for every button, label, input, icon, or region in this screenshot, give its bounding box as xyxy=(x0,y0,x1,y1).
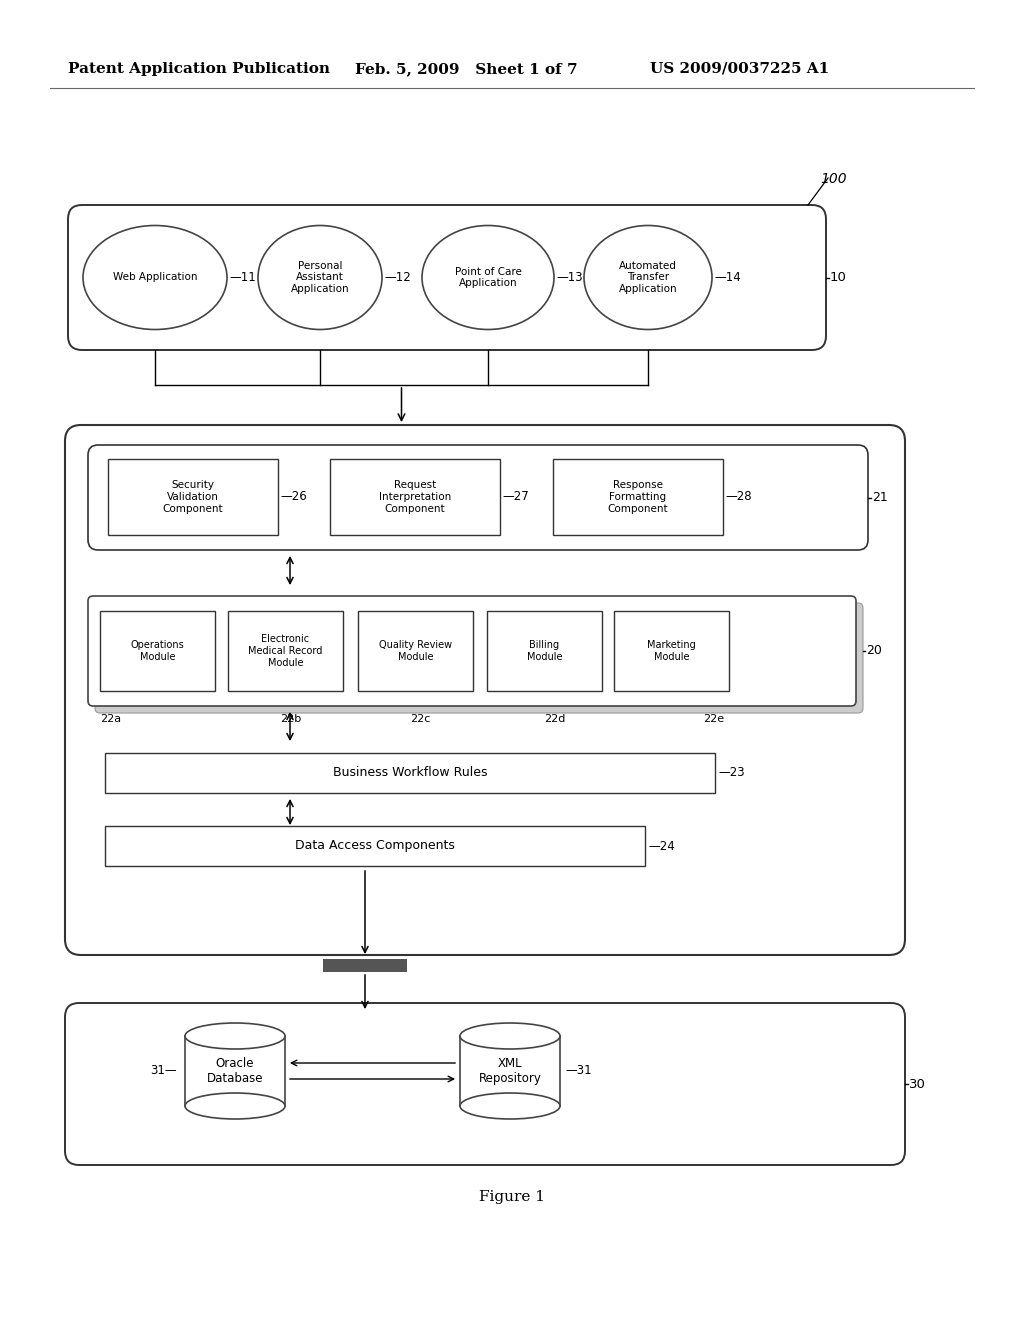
Text: 10: 10 xyxy=(830,271,847,284)
Ellipse shape xyxy=(185,1023,285,1049)
Text: —14: —14 xyxy=(714,271,740,284)
Text: Security
Validation
Component: Security Validation Component xyxy=(163,480,223,513)
FancyBboxPatch shape xyxy=(65,1003,905,1166)
Text: —26: —26 xyxy=(280,491,307,503)
Bar xyxy=(330,459,500,535)
Ellipse shape xyxy=(422,226,554,330)
Bar xyxy=(553,459,723,535)
Text: —23: —23 xyxy=(718,767,744,780)
Ellipse shape xyxy=(460,1093,560,1119)
Text: US 2009/0037225 A1: US 2009/0037225 A1 xyxy=(650,62,829,77)
Bar xyxy=(185,1036,285,1106)
Text: Response
Formatting
Component: Response Formatting Component xyxy=(607,480,669,513)
Ellipse shape xyxy=(83,226,227,330)
Text: Quality Review
Module: Quality Review Module xyxy=(379,640,452,661)
Text: Billing
Module: Billing Module xyxy=(526,640,562,661)
FancyBboxPatch shape xyxy=(65,425,905,954)
Text: 22e: 22e xyxy=(702,714,724,723)
Text: —13: —13 xyxy=(556,271,583,284)
Text: XML
Repository: XML Repository xyxy=(478,1057,542,1085)
Bar xyxy=(105,752,715,793)
Bar xyxy=(460,1036,560,1106)
Bar xyxy=(323,960,407,972)
Text: —28: —28 xyxy=(725,491,752,503)
FancyBboxPatch shape xyxy=(88,445,868,550)
Text: Point of Care
Application: Point of Care Application xyxy=(455,267,521,288)
Text: Request
Interpretation
Component: Request Interpretation Component xyxy=(379,480,452,513)
Text: Patent Application Publication: Patent Application Publication xyxy=(68,62,330,77)
Text: 31—: 31— xyxy=(151,1064,177,1077)
Text: Oracle
Database: Oracle Database xyxy=(207,1057,263,1085)
Text: 100: 100 xyxy=(820,172,847,186)
Bar xyxy=(105,826,645,866)
Text: Marketing
Module: Marketing Module xyxy=(647,640,696,661)
Text: —31: —31 xyxy=(565,1064,592,1077)
Text: Data Access Components: Data Access Components xyxy=(295,840,455,853)
Text: Operations
Module: Operations Module xyxy=(131,640,184,661)
Ellipse shape xyxy=(460,1023,560,1049)
Text: 21: 21 xyxy=(872,491,888,504)
Text: —24: —24 xyxy=(648,840,675,853)
Text: Personal
Assistant
Application: Personal Assistant Application xyxy=(291,261,349,294)
Text: Feb. 5, 2009   Sheet 1 of 7: Feb. 5, 2009 Sheet 1 of 7 xyxy=(355,62,578,77)
Text: 30: 30 xyxy=(909,1077,926,1090)
Text: Automated
Transfer
Application: Automated Transfer Application xyxy=(618,261,677,294)
Text: 20: 20 xyxy=(866,644,882,657)
Text: Electronic
Medical Record
Module: Electronic Medical Record Module xyxy=(248,635,323,668)
Ellipse shape xyxy=(185,1093,285,1119)
Ellipse shape xyxy=(584,226,712,330)
Text: Figure 1: Figure 1 xyxy=(479,1191,545,1204)
Text: Business Workflow Rules: Business Workflow Rules xyxy=(333,767,487,780)
Text: 22c: 22c xyxy=(411,714,431,723)
Ellipse shape xyxy=(258,226,382,330)
Bar xyxy=(487,611,602,690)
Text: —12: —12 xyxy=(384,271,411,284)
Text: —27: —27 xyxy=(502,491,528,503)
Text: —11: —11 xyxy=(229,271,256,284)
Bar xyxy=(108,459,278,535)
Bar xyxy=(358,611,473,690)
Text: Web Application: Web Application xyxy=(113,272,198,282)
Text: 22d: 22d xyxy=(545,714,566,723)
Text: 22a: 22a xyxy=(100,714,121,723)
Text: 22b: 22b xyxy=(281,714,302,723)
Bar xyxy=(614,611,729,690)
Bar xyxy=(228,611,343,690)
FancyBboxPatch shape xyxy=(88,597,856,706)
FancyBboxPatch shape xyxy=(68,205,826,350)
FancyBboxPatch shape xyxy=(95,603,863,713)
Bar xyxy=(100,611,215,690)
